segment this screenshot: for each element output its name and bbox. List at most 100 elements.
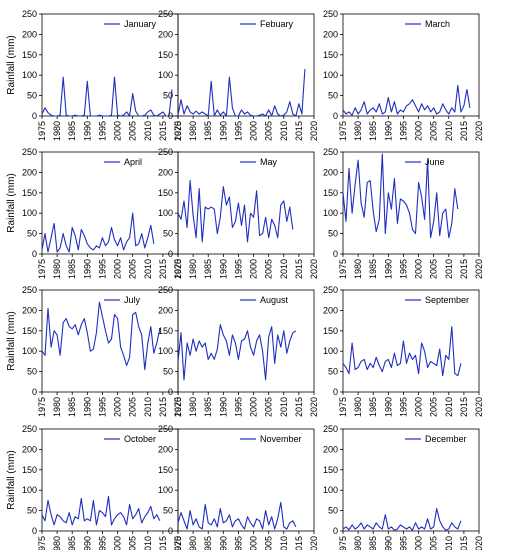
x-tick-label: 1990 [383, 259, 393, 279]
x-tick-label: 1990 [383, 121, 393, 141]
y-tick-label: 200 [323, 444, 338, 454]
legend-label: July [124, 295, 141, 305]
y-tick-label: 250 [323, 9, 338, 19]
x-tick-label: 2010 [143, 121, 153, 141]
y-tick-label: 50 [27, 229, 37, 239]
x-tick-label: 1990 [82, 259, 92, 279]
x-tick-label: 1980 [188, 536, 198, 550]
y-tick-label: 0 [32, 526, 37, 536]
y-tick-label: 150 [22, 465, 37, 475]
x-tick-label: 2015 [294, 121, 304, 141]
x-tick-label: 1980 [52, 121, 62, 141]
x-tick-label: 1995 [398, 259, 408, 279]
x-tick-label: 2020 [474, 121, 484, 141]
x-tick-label: 1975 [173, 397, 183, 417]
x-tick-label: 1980 [353, 259, 363, 279]
x-tick-label: 1980 [188, 259, 198, 279]
x-tick-label: 2015 [294, 259, 304, 279]
x-tick-label: 1995 [233, 397, 243, 417]
y-tick-label: 0 [333, 111, 338, 121]
x-tick-label: 1985 [67, 397, 77, 417]
panel-febuary: 0 50 100 150 200 250 1975 1980 1985 1990 1995 2000 2… [158, 9, 319, 141]
series-line [177, 180, 294, 243]
y-tick-label: 200 [323, 305, 338, 315]
x-tick-label: 2020 [309, 121, 319, 141]
x-tick-label: 2010 [444, 397, 454, 417]
y-tick-label: 250 [22, 285, 37, 295]
y-tick-label: 150 [323, 50, 338, 60]
x-tick-label: 1980 [188, 397, 198, 417]
y-tick-label: 0 [168, 526, 173, 536]
y-tick-label: 0 [333, 526, 338, 536]
y-tick-label: 100 [323, 346, 338, 356]
x-tick-label: 1985 [67, 536, 77, 550]
x-tick-label: 1985 [368, 397, 378, 417]
y-tick-label: 0 [32, 387, 37, 397]
x-tick-label: 2000 [113, 536, 123, 550]
x-tick-label: 2010 [444, 536, 454, 550]
x-tick-label: 2010 [279, 259, 289, 279]
y-tick-label: 100 [323, 70, 338, 80]
x-tick-label: 1990 [218, 259, 228, 279]
x-tick-label: 1985 [368, 121, 378, 141]
x-tick-label: 2020 [309, 397, 319, 417]
y-tick-label: 0 [333, 387, 338, 397]
x-tick-label: 2005 [429, 259, 439, 279]
plot-frame [177, 289, 315, 393]
x-tick-label: 2000 [113, 121, 123, 141]
x-tick-label: 2020 [309, 259, 319, 279]
x-tick-label: 2000 [414, 121, 424, 141]
x-tick-label: 2000 [414, 536, 424, 550]
y-tick-label: 50 [27, 367, 37, 377]
x-tick-label: 2000 [249, 259, 259, 279]
plot-frame [177, 13, 315, 117]
y-tick-label: 150 [22, 50, 37, 60]
legend-label: November [260, 434, 302, 444]
y-tick-label: 50 [328, 91, 338, 101]
y-tick-label: 100 [22, 346, 37, 356]
x-tick-label: 2015 [158, 536, 168, 550]
x-tick-label: 1985 [203, 121, 213, 141]
y-tick-label: 0 [32, 111, 37, 121]
y-tick-label: 250 [323, 147, 338, 157]
y-tick-label: 150 [323, 465, 338, 475]
plot-frame [177, 151, 315, 255]
x-tick-label: 1980 [188, 121, 198, 141]
y-axis-label: Rainfall (mm) [6, 311, 17, 370]
x-tick-label: 2020 [474, 536, 484, 550]
x-tick-label: 2000 [113, 397, 123, 417]
x-tick-label: 2020 [474, 259, 484, 279]
panel-june: 0 50 100 150 200 250 1975 1980 1985 1990 1995 2000 2… [323, 147, 484, 279]
y-tick-label: 150 [158, 465, 173, 475]
x-tick-label: 1990 [383, 397, 393, 417]
x-tick-label: 2015 [158, 121, 168, 141]
x-tick-label: 1975 [173, 121, 183, 141]
y-tick-label: 250 [158, 424, 173, 434]
x-tick-label: 2005 [429, 397, 439, 417]
series-line [41, 495, 161, 526]
panel-december: 0 50 100 150 200 250 1975 1980 1985 1990 1995 2000 2… [323, 424, 484, 550]
legend-label: August [260, 295, 289, 305]
y-tick-label: 200 [158, 305, 173, 315]
x-tick-label: 1975 [37, 259, 47, 279]
y-tick-label: 150 [158, 326, 173, 336]
series-line [41, 76, 173, 117]
x-tick-label: 1995 [97, 397, 107, 417]
y-tick-label: 100 [22, 485, 37, 495]
y-tick-label: 100 [158, 346, 173, 356]
x-tick-label: 1995 [398, 397, 408, 417]
y-tick-label: 50 [328, 229, 338, 239]
y-tick-label: 100 [22, 70, 37, 80]
x-tick-label: 2005 [128, 259, 138, 279]
x-tick-label: 2005 [264, 121, 274, 141]
y-tick-label: 250 [323, 285, 338, 295]
series-line [342, 153, 459, 239]
y-tick-label: 250 [323, 424, 338, 434]
y-tick-label: 200 [22, 29, 37, 39]
x-tick-label: 2000 [249, 121, 259, 141]
x-tick-label: 1995 [97, 259, 107, 279]
y-tick-label: 0 [333, 249, 338, 259]
x-tick-label: 2000 [414, 259, 424, 279]
